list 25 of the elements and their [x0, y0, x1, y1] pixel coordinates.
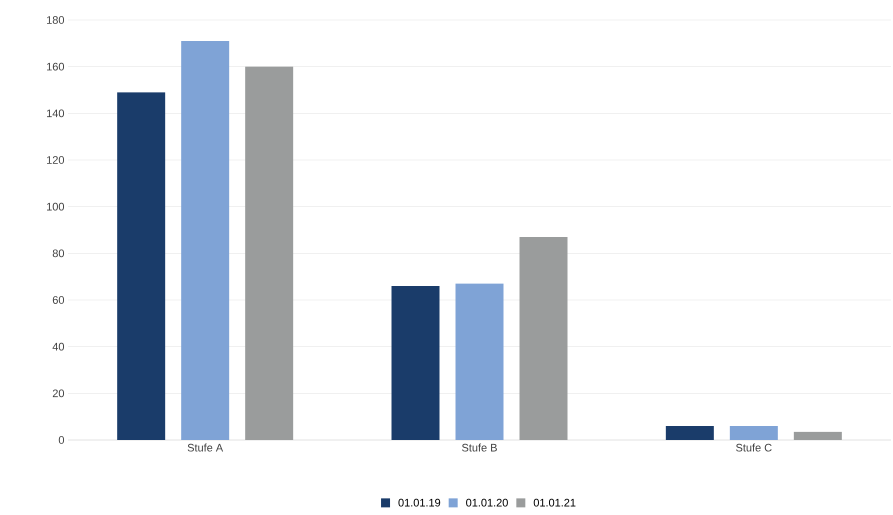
- y-tick-label: 140: [47, 109, 64, 118]
- legend-label: 01.01.21: [534, 498, 576, 507]
- bar: [392, 286, 440, 440]
- legend-label: 01.01.20: [466, 498, 508, 507]
- x-tick-label: Stufe C: [736, 444, 772, 452]
- y-tick-label: 100: [47, 202, 64, 211]
- bar: [730, 426, 778, 440]
- y-tick-label: 120: [47, 156, 64, 164]
- y-tick-label: 0: [58, 436, 64, 444]
- y-tick-label: 60: [52, 296, 64, 304]
- x-tick-label: Stufe B: [462, 444, 497, 452]
- y-tick-label: 180: [47, 16, 64, 24]
- bar: [456, 284, 504, 440]
- bar: [520, 237, 568, 440]
- bar: [117, 92, 166, 440]
- bar: [245, 66, 294, 440]
- y-tick-label: 40: [52, 342, 64, 351]
- y-tick-label: 80: [52, 249, 64, 258]
- bar: [794, 432, 842, 440]
- bar: [666, 426, 714, 440]
- x-tick-label: Stufe A: [188, 444, 224, 452]
- y-tick-label: 160: [47, 62, 64, 71]
- bar: [181, 40, 230, 440]
- legend-label: 01.01.19: [398, 498, 440, 507]
- y-tick-label: 20: [52, 389, 64, 398]
